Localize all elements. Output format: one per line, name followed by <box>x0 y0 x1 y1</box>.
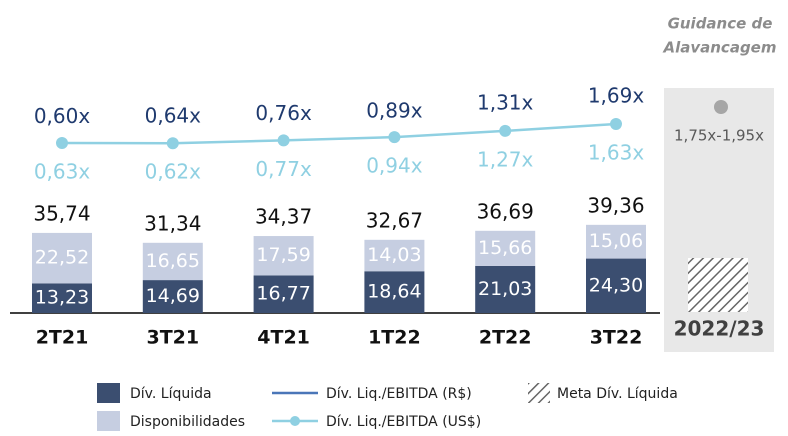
ratio-label: 1,31x <box>477 91 534 115</box>
bar-label: 22,52 <box>35 247 89 269</box>
legend-label: Meta Dív. Líquida <box>557 386 678 402</box>
x-tick-label: 3T22 <box>590 327 643 349</box>
ratio-label: 0,62x <box>145 160 202 184</box>
ratio-marker <box>277 134 290 147</box>
bar-label: 24,30 <box>589 274 643 296</box>
legend-swatch <box>97 383 120 403</box>
bar-segment <box>32 232 92 284</box>
guidance-title: Guidance de <box>668 15 773 33</box>
x-tick-label: 4T21 <box>257 327 310 349</box>
bar-label: 17,59 <box>256 244 310 266</box>
bar-segment <box>142 280 203 313</box>
ratio-label: 0,89x <box>366 99 423 123</box>
bar-label: 13,23 <box>35 287 89 309</box>
guidance-dot <box>714 100 728 114</box>
legend-label: Disponibilidades <box>130 414 245 430</box>
guidance-title: Alavancagem <box>662 39 776 57</box>
ratio-label: 0,77x <box>255 157 312 181</box>
guidance-range: 1,75x-1,95x <box>674 127 764 145</box>
guidance-hatch <box>688 258 748 312</box>
bar-segment <box>364 271 425 313</box>
legend-swatch <box>97 411 120 431</box>
ratio-label: 0,76x <box>255 101 312 125</box>
bar-label: 16,65 <box>146 250 200 272</box>
bar-segment <box>475 230 536 266</box>
ratio-marker <box>166 137 179 150</box>
ratio-marker <box>610 118 622 131</box>
ratio-marker <box>499 124 512 137</box>
ratio-label: 0,60x <box>34 104 91 128</box>
ratio-label: 0,63x <box>34 160 91 184</box>
ratio-label: 0,94x <box>366 154 423 178</box>
bar-label: 16,77 <box>256 283 310 305</box>
guidance-period: 2022/23 <box>674 317 765 341</box>
ratio-line <box>61 122 617 145</box>
ratio-label: 1,69x <box>588 83 645 107</box>
bar-segment <box>586 258 646 313</box>
legend-label: Dív. Liq./EBITDA (R$) <box>326 386 472 402</box>
bar-label: 14,03 <box>367 244 421 266</box>
total-label: 34,37 <box>255 205 312 229</box>
bar-label: 15,66 <box>478 237 532 259</box>
x-tick-label: 3T21 <box>146 327 199 349</box>
x-tick-label: 1T22 <box>368 327 421 349</box>
bar-segment <box>32 283 92 313</box>
bar-segment <box>364 239 425 272</box>
ratio-marker <box>56 137 68 150</box>
bar-segment <box>253 236 314 276</box>
bar-segment <box>142 242 203 281</box>
ratio-label: 0,64x <box>145 103 202 127</box>
bar-label: 21,03 <box>478 278 532 300</box>
x-tick-label: 2T21 <box>36 327 89 349</box>
total-label: 31,34 <box>144 211 201 235</box>
legend-label: Dív. Liq./EBITDA (US$) <box>326 414 481 430</box>
legend-swatch <box>528 383 550 403</box>
total-label: 39,36 <box>587 193 644 217</box>
total-label: 35,74 <box>33 201 90 225</box>
bar-segment <box>586 224 646 259</box>
x-tick-label: 2T22 <box>479 327 532 349</box>
ratio-label: 1,63x <box>588 141 645 165</box>
bar-label: 15,06 <box>589 230 643 252</box>
bar-label: 14,69 <box>146 285 200 307</box>
total-label: 36,69 <box>477 199 534 223</box>
bar-segment <box>475 265 536 313</box>
bar-label: 18,64 <box>367 281 421 303</box>
ratio-marker <box>388 131 401 144</box>
legend-marker <box>290 416 300 426</box>
total-label: 32,67 <box>366 208 423 232</box>
ratio-label: 1,27x <box>477 147 534 171</box>
legend-label: Dív. Líquida <box>130 386 212 402</box>
bar-segment <box>253 275 314 313</box>
